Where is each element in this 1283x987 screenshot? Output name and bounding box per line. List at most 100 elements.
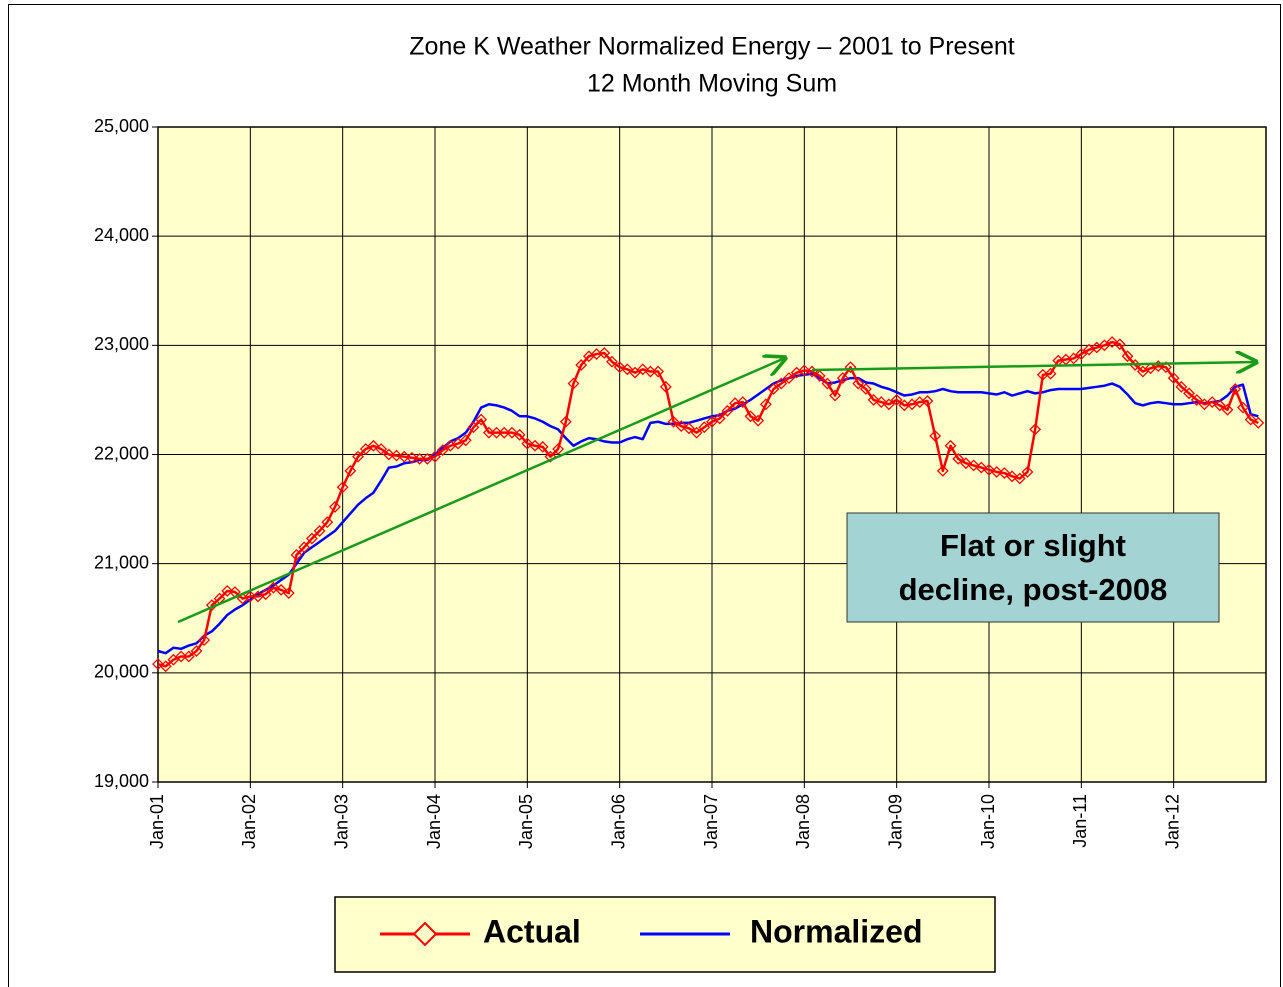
data-marker: [713, 412, 726, 425]
data-marker: [182, 650, 195, 663]
data-marker: [267, 581, 280, 594]
data-marker: [506, 426, 518, 439]
plot-area: 19,000 20,000 21,000 22,000 23,000 24,000 25,0…: [94, 116, 1267, 849]
chart-title: Zone K Weather Normalized Energy – 2001 …: [409, 33, 1014, 61]
data-marker: [205, 599, 218, 612]
data-marker: [1229, 383, 1242, 395]
data-marker: [1206, 396, 1219, 409]
data-marker: [375, 443, 388, 455]
data-marker: [321, 516, 334, 529]
data-marker: [1021, 466, 1034, 478]
data-marker: [475, 413, 488, 426]
data-marker: [536, 440, 549, 453]
data-marker: [998, 467, 1011, 479]
data-marker: [452, 437, 465, 450]
data-marker: [698, 421, 711, 434]
data-marker: [382, 448, 395, 461]
data-marker: [929, 430, 942, 442]
data-marker: [1029, 423, 1042, 436]
data-marker: [682, 422, 695, 435]
data-marker: [344, 464, 357, 477]
y-tick-label: 24,000: [94, 225, 149, 245]
data-marker: [1244, 413, 1257, 426]
data-marker: [952, 452, 965, 465]
data-marker: [883, 398, 895, 411]
data-marker: [1252, 416, 1265, 429]
data-marker: [1013, 472, 1026, 485]
y-tick-label: 25,000: [94, 116, 149, 136]
y-tick-label: 19,000: [94, 771, 149, 791]
data-marker: [1006, 470, 1018, 483]
data-marker: [1113, 338, 1126, 351]
data-marker: [667, 415, 680, 428]
data-marker: [1167, 372, 1180, 385]
data-marker: [975, 461, 988, 474]
data-marker: [1175, 380, 1188, 393]
data-marker: [1044, 367, 1057, 380]
data-marker: [405, 451, 418, 464]
data-marker: [467, 421, 480, 434]
data-marker: [1136, 365, 1149, 378]
data-marker: [175, 650, 188, 663]
data-marker: [859, 383, 872, 395]
data-marker: [990, 466, 1003, 478]
data-marker: [821, 377, 834, 390]
y-tick-label: 22,000: [94, 443, 149, 463]
annotation-box: [846, 512, 1220, 623]
data-marker: [1190, 393, 1203, 406]
data-marker: [529, 439, 541, 452]
data-marker: [659, 380, 672, 393]
data-marker: [413, 452, 426, 465]
data-marker: [282, 587, 295, 600]
y-tick-label: 21,000: [94, 552, 149, 572]
series-line: [157, 372, 1259, 655]
data-marker: [744, 410, 757, 423]
annotation: decline, post-2008: [899, 572, 1168, 607]
data-marker: [967, 459, 980, 472]
data-marker: [1213, 399, 1226, 412]
data-marker: [544, 450, 557, 463]
data-marker: [167, 653, 180, 666]
data-marker: [329, 500, 341, 513]
data-marker: [1183, 387, 1195, 400]
data-marker: [721, 404, 734, 417]
data-marker: [244, 590, 257, 603]
x-tick-label: Jan-01: [147, 794, 167, 849]
data-marker: [305, 532, 318, 545]
data-marker: [644, 365, 657, 378]
data-marker: [521, 437, 534, 450]
data-marker: [767, 383, 780, 395]
data-marker: [621, 363, 634, 376]
x-tick-label: Jan-12: [1162, 794, 1182, 849]
data-marker: [567, 377, 580, 390]
data-marker: [936, 464, 949, 477]
data-marker: [298, 541, 311, 554]
data-marker: [636, 363, 649, 376]
data-marker: [482, 426, 495, 439]
data-marker: [852, 377, 865, 390]
data-marker: [159, 660, 172, 673]
data-marker: [813, 369, 826, 382]
data-marker: [221, 585, 234, 597]
data-marker: [783, 372, 795, 385]
data-marker: [513, 428, 526, 441]
data-marker: [606, 355, 618, 368]
data-marker: [436, 444, 449, 457]
data-marker: [759, 398, 772, 411]
data-marker: [198, 634, 211, 647]
data-marker: [706, 415, 718, 428]
legend-marker: [412, 921, 438, 947]
data-marker: [313, 524, 326, 537]
data-marker: [836, 372, 849, 385]
data-marker: [675, 420, 688, 433]
x-tick-label: Jan-02: [239, 794, 259, 849]
data-marker: [490, 426, 503, 439]
trend-arrow: [177, 358, 785, 624]
data-marker: [690, 426, 703, 439]
data-marker: [798, 364, 811, 377]
x-tick-label: Jan-03: [331, 794, 351, 849]
x-tick-label: Jan-10: [978, 794, 998, 849]
data-marker: [875, 396, 888, 409]
data-marker: [1106, 336, 1119, 348]
